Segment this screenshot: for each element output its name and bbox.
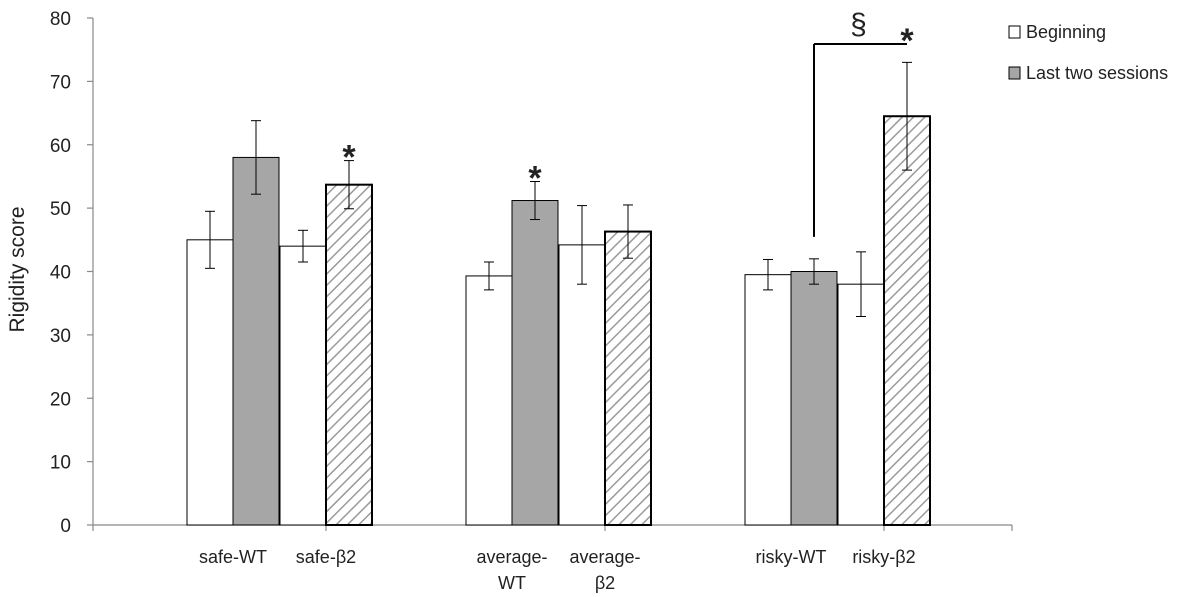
x-category-label: β2	[595, 573, 615, 593]
x-category-label: risky-WT	[756, 547, 827, 567]
bar-safe-1-0	[279, 245, 327, 526]
y-tick-label: 30	[50, 326, 71, 347]
y-tick-label: 20	[50, 389, 71, 410]
y-tick-label: 50	[50, 199, 71, 220]
bar-risky-0-0	[744, 274, 792, 526]
y-tick-label: 40	[50, 263, 71, 284]
bar-risky-1-0	[837, 283, 885, 526]
x-category-label: WT	[498, 573, 526, 593]
bar-average-0-1	[511, 200, 559, 526]
bar-average-1-0	[558, 244, 606, 526]
y-tick-label: 70	[50, 72, 71, 93]
bar-safe-1-1	[325, 183, 373, 527]
significance-star: *	[342, 139, 356, 177]
bar-risky-0-1	[790, 271, 838, 526]
x-category-label: safe-β2	[296, 547, 356, 567]
y-tick-label: 80	[50, 9, 71, 30]
legend-swatch	[1008, 66, 1021, 80]
section-marker: §	[850, 8, 867, 41]
bar-average-1-1	[604, 230, 652, 526]
legend-label: Last two sessions	[1026, 63, 1168, 83]
significance-star: *	[528, 160, 542, 198]
x-category-label: average-	[569, 547, 640, 567]
bars	[186, 61, 931, 527]
legend-swatch	[1008, 25, 1021, 39]
y-tick-label: 0	[60, 516, 71, 537]
bar-safe-0-1	[232, 156, 280, 526]
axes: 0 10 20 30 40 50 60 70 80 Rigidity score safe-WT sa…	[6, 9, 1013, 593]
y-tick-label: 10	[50, 453, 71, 474]
bar-average-0-0	[465, 275, 513, 526]
y-axis-title: Rigidity score	[6, 206, 29, 332]
x-category-label: average-	[476, 547, 547, 567]
bar-safe-0-0	[186, 239, 234, 526]
legend: Beginning Last two sessions	[1008, 22, 1168, 83]
x-category-label: risky-β2	[852, 547, 915, 567]
legend-label: Beginning	[1026, 22, 1106, 42]
y-tick-label: 60	[50, 136, 71, 157]
annotations: * * * §	[342, 8, 914, 237]
x-category-label: safe-WT	[199, 547, 267, 567]
significance-star: *	[900, 22, 914, 60]
bar-risky-1-1	[883, 115, 931, 526]
